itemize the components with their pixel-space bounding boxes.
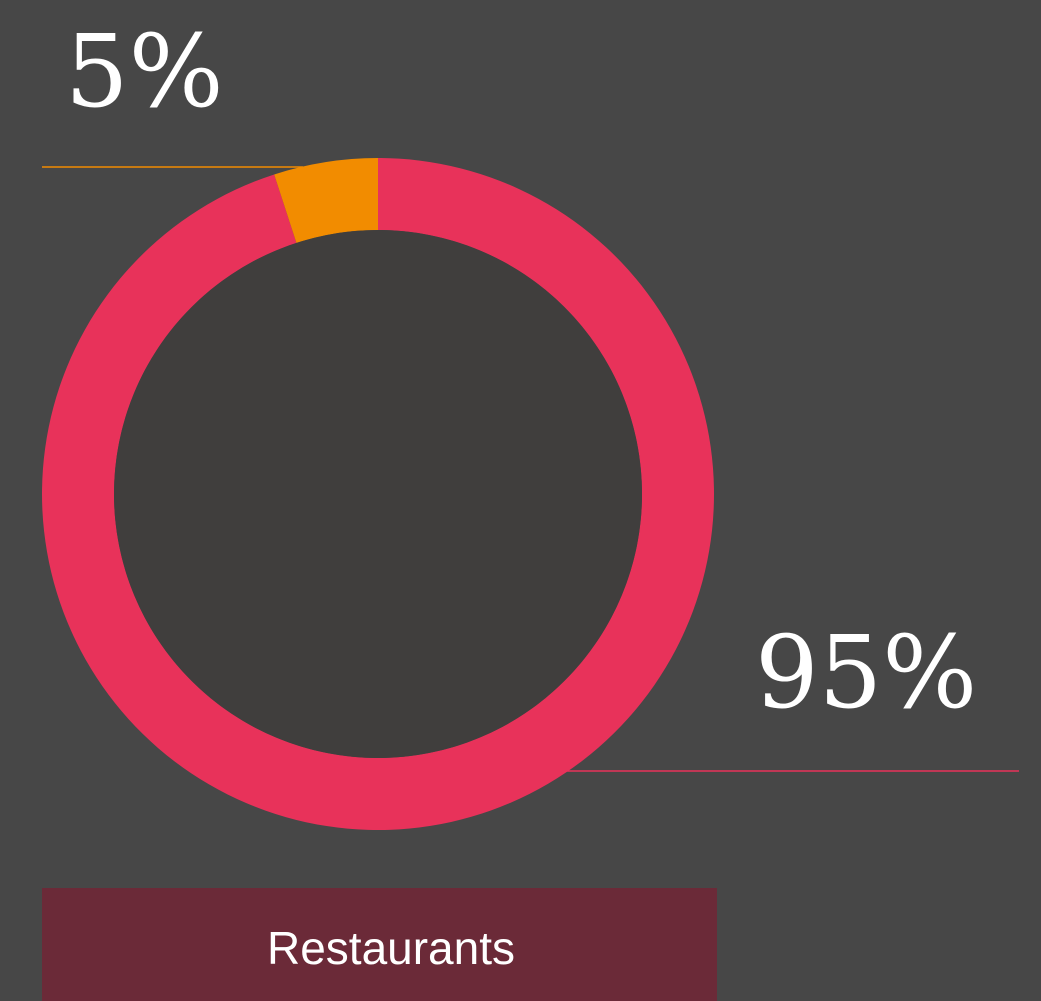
value-label: 95% [755, 614, 977, 731]
slice [274, 158, 378, 243]
donut [41, 158, 714, 830]
chart-title: Restaurants [267, 922, 515, 974]
donut-hole [114, 230, 642, 758]
caption-box [42, 888, 717, 1001]
value-label: 5% [65, 13, 224, 130]
